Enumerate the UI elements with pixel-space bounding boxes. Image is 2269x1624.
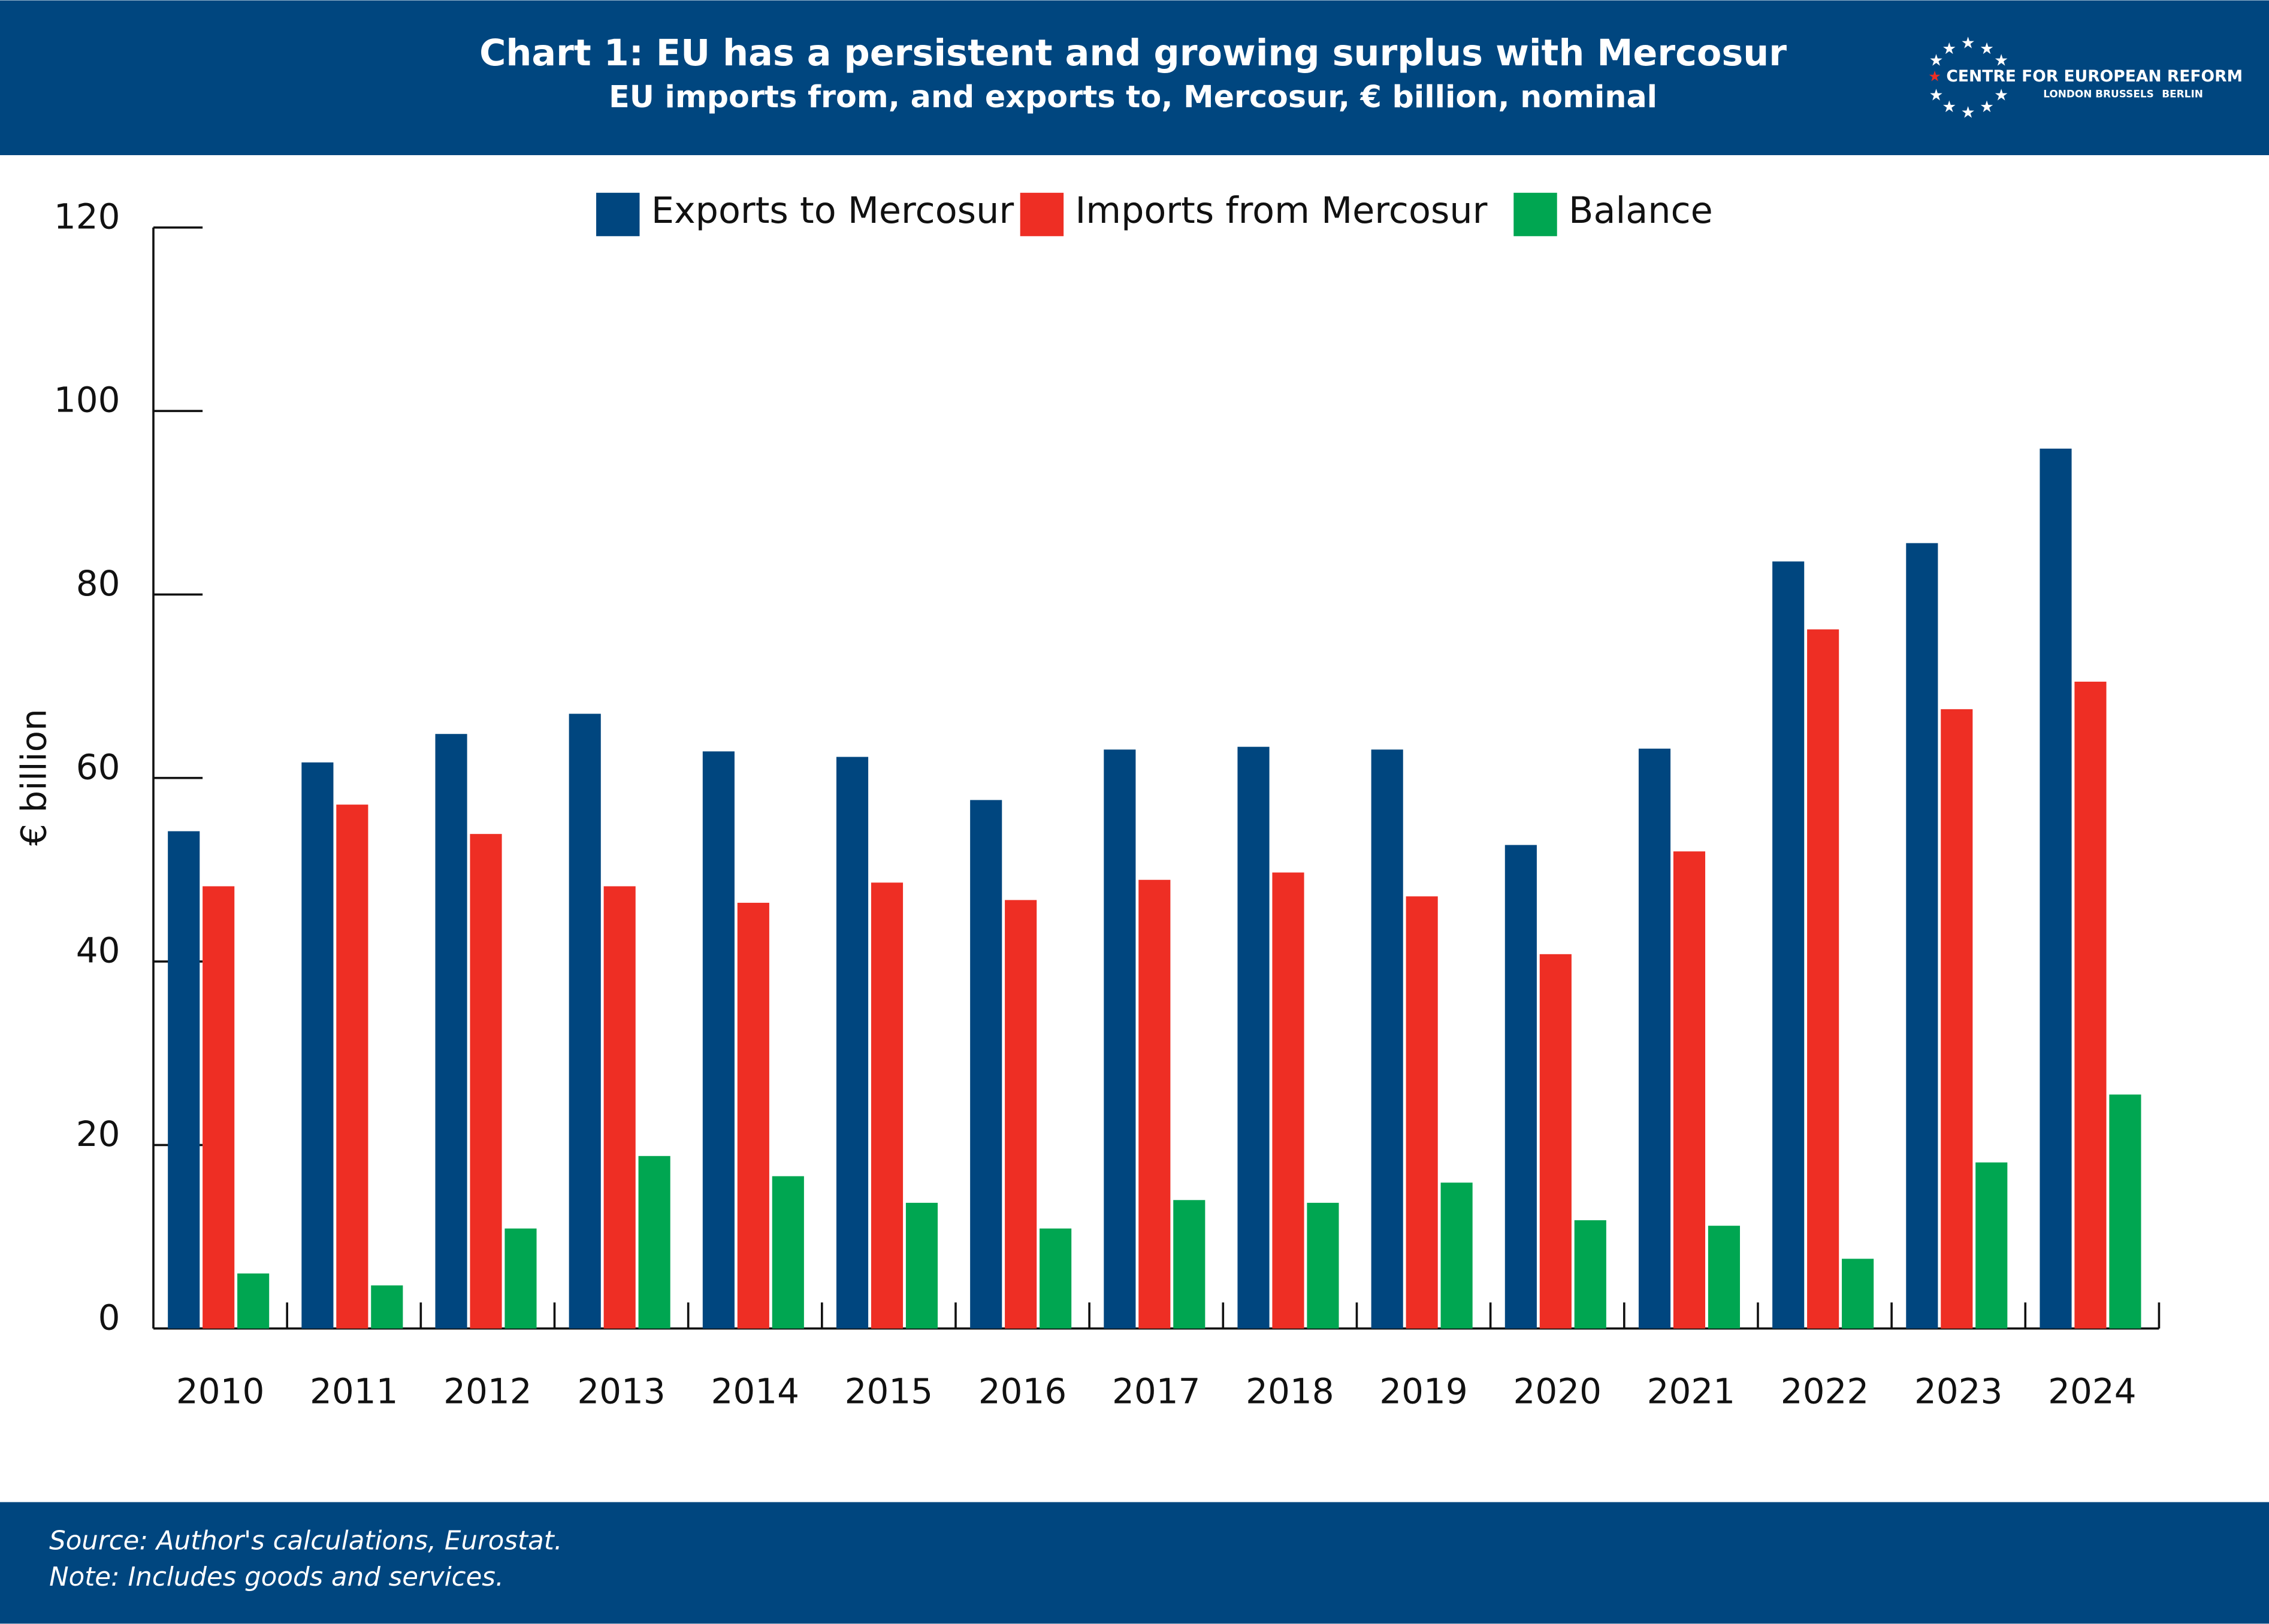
x-tick-label: 2010 bbox=[176, 1371, 265, 1412]
x-tick-label: 2022 bbox=[1781, 1371, 1869, 1412]
bar bbox=[1975, 1162, 2008, 1329]
bar bbox=[772, 1176, 804, 1329]
bar bbox=[970, 800, 1002, 1329]
x-tick-label: 2013 bbox=[577, 1371, 665, 1412]
bar bbox=[1842, 1259, 1874, 1329]
bar bbox=[1237, 746, 1270, 1329]
bar bbox=[737, 903, 769, 1329]
footer-band bbox=[0, 1502, 2269, 1624]
x-tick-label: 2015 bbox=[845, 1371, 933, 1412]
bar bbox=[1638, 748, 1671, 1329]
svg-text:★: ★ bbox=[1961, 34, 1975, 53]
y-tick-label: 0 bbox=[98, 1297, 120, 1338]
bar bbox=[435, 734, 467, 1329]
bar bbox=[1539, 954, 1572, 1329]
bar bbox=[1307, 1202, 1339, 1329]
bar bbox=[1772, 561, 1805, 1329]
bar bbox=[871, 882, 904, 1329]
bar bbox=[1504, 845, 1537, 1329]
logo-city: LONDON bbox=[2043, 88, 2092, 100]
x-tick-label: 2016 bbox=[978, 1371, 1067, 1412]
source: Source: Author's calculations, Eurostat. bbox=[49, 1526, 562, 1556]
bar bbox=[1941, 709, 1973, 1329]
svg-text:★: ★ bbox=[1980, 98, 1994, 116]
x-tick-label: 2023 bbox=[1914, 1371, 2003, 1412]
logo-city: BERLIN bbox=[2162, 88, 2203, 100]
svg-text:★: ★ bbox=[1994, 52, 2008, 70]
bar bbox=[504, 1228, 537, 1329]
bar bbox=[470, 834, 502, 1329]
bar bbox=[1673, 851, 1706, 1329]
bar bbox=[2109, 1094, 2141, 1329]
legend-label: Imports from Mercosur bbox=[1075, 190, 1487, 232]
bar bbox=[1040, 1228, 1072, 1329]
x-tick-label: 2012 bbox=[443, 1371, 532, 1412]
bar bbox=[371, 1285, 403, 1329]
logo-name: CENTRE FOR EUROPEAN REFORM bbox=[1946, 67, 2243, 86]
legend-label: Exports to Mercosur bbox=[651, 190, 1014, 232]
x-tick-label: 2019 bbox=[1379, 1371, 1468, 1412]
y-axis-label: € billion bbox=[13, 709, 54, 846]
y-tick-label: 60 bbox=[76, 746, 120, 787]
chart-title: Chart 1: EU has a persistent and growing… bbox=[479, 32, 1787, 74]
legend-swatch bbox=[1020, 192, 1064, 237]
bar bbox=[1272, 872, 1304, 1329]
bar bbox=[905, 1202, 938, 1329]
bar bbox=[237, 1273, 270, 1329]
y-tick-label: 120 bbox=[54, 196, 120, 237]
bar bbox=[1104, 749, 1136, 1329]
bar bbox=[1406, 896, 1438, 1329]
y-tick-label: 80 bbox=[76, 563, 120, 604]
bar bbox=[638, 1156, 670, 1329]
bar bbox=[2074, 681, 2107, 1329]
svg-text:★: ★ bbox=[1980, 40, 1994, 58]
bar bbox=[569, 713, 601, 1329]
bar bbox=[1440, 1183, 1473, 1329]
legend-label: Balance bbox=[1569, 190, 1713, 232]
bar bbox=[1005, 900, 1037, 1329]
chart-subtitle: EU imports from, and exports to, Mercosu… bbox=[609, 79, 1657, 114]
x-tick-label: 2021 bbox=[1647, 1371, 1736, 1412]
bar bbox=[2040, 448, 2072, 1329]
x-tick-label: 2024 bbox=[2048, 1371, 2137, 1412]
y-tick-label: 40 bbox=[76, 930, 120, 971]
x-tick-label: 2014 bbox=[711, 1371, 799, 1412]
logo-city: BRUSSELS bbox=[2095, 88, 2154, 100]
bar bbox=[1574, 1220, 1606, 1329]
bar bbox=[301, 762, 334, 1329]
y-tick-label: 100 bbox=[54, 380, 120, 421]
svg-text:★: ★ bbox=[1942, 40, 1956, 58]
svg-text:★: ★ bbox=[1928, 68, 1941, 85]
logo: ★★ ★ ★ ★ ★ ★ ★ ★★ ★ CENTRE FOR EUROPEAN REFO… bbox=[1928, 34, 2243, 122]
bar bbox=[1708, 1226, 1741, 1329]
bar bbox=[1371, 749, 1403, 1329]
bar bbox=[1807, 629, 1839, 1329]
bar bbox=[1906, 543, 1938, 1329]
svg-text:★: ★ bbox=[1929, 86, 1944, 104]
svg-text:★: ★ bbox=[1942, 98, 1956, 116]
note: Note: Includes goods and services. bbox=[49, 1562, 504, 1592]
svg-text:★: ★ bbox=[1994, 86, 2008, 104]
y-tick-label: 20 bbox=[76, 1114, 120, 1154]
legend-swatch bbox=[596, 192, 640, 237]
header-band bbox=[0, 0, 2269, 156]
bar bbox=[1138, 879, 1171, 1329]
svg-text:★: ★ bbox=[1961, 103, 1975, 122]
x-tick-label: 2020 bbox=[1513, 1371, 1602, 1412]
bar bbox=[336, 805, 368, 1329]
x-tick-label: 2017 bbox=[1112, 1371, 1201, 1412]
bar bbox=[836, 757, 869, 1329]
x-tick-label: 2011 bbox=[310, 1371, 398, 1412]
bar bbox=[1173, 1200, 1205, 1329]
svg-text:★: ★ bbox=[1929, 52, 1944, 70]
x-tick-label: 2018 bbox=[1246, 1371, 1334, 1412]
bar bbox=[702, 751, 735, 1329]
bar bbox=[603, 886, 636, 1329]
bar bbox=[168, 831, 200, 1329]
bar bbox=[203, 886, 235, 1329]
legend-swatch bbox=[1513, 192, 1557, 237]
